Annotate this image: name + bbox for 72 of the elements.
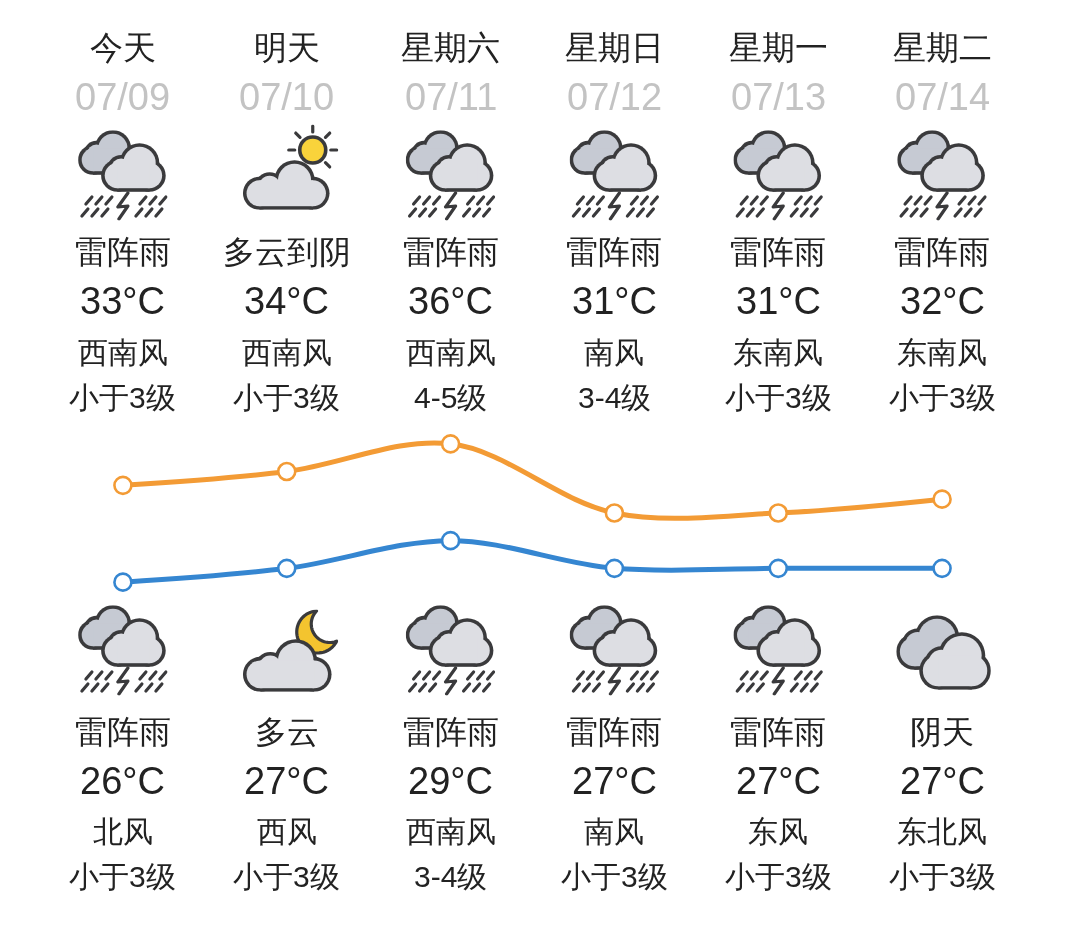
point xyxy=(604,558,625,579)
text: 07/10 xyxy=(239,76,335,118)
text: 阴天 xyxy=(910,714,974,750)
text: 雷阵雨 xyxy=(403,234,499,270)
data-label: 27°C xyxy=(572,760,657,802)
data-label: 34°C xyxy=(244,280,329,322)
text: 雷阵雨 xyxy=(566,234,662,270)
text: 东南风 xyxy=(897,336,987,369)
text: 西南风 xyxy=(406,815,496,848)
x-tick-label: 今天 xyxy=(89,29,156,67)
text: 雷阵雨 xyxy=(730,714,826,750)
point xyxy=(113,572,133,592)
point xyxy=(440,434,461,454)
point xyxy=(932,558,952,579)
data-label: 26°C xyxy=(80,760,165,802)
x-tick-label: 星期六 xyxy=(401,29,501,67)
text: 雷阵雨 xyxy=(75,234,171,270)
point xyxy=(113,475,133,496)
text: 小于3级 xyxy=(69,860,176,893)
text: 小于3级 xyxy=(725,860,832,893)
point xyxy=(768,503,789,523)
text: 南风 xyxy=(584,336,644,369)
text: 西风 xyxy=(257,815,317,848)
text: 4-5级 xyxy=(414,381,488,414)
text: 雷阵雨 xyxy=(403,714,499,750)
text: 雷阵雨 xyxy=(566,714,662,750)
text: 07/13 xyxy=(731,76,827,118)
text: 雷阵雨 xyxy=(894,234,990,270)
x-tick-label: 星期日 xyxy=(564,29,664,67)
text: 东北风 xyxy=(897,815,987,848)
point xyxy=(276,558,297,579)
text: 西南风 xyxy=(406,336,496,369)
text: 多云 xyxy=(255,714,319,750)
text: 小于3级 xyxy=(889,860,996,893)
data-label: 27°C xyxy=(900,760,985,802)
x-tick-label: 明天 xyxy=(253,29,320,67)
text: 小于3级 xyxy=(69,381,176,414)
text: 雷阵雨 xyxy=(730,234,826,270)
text: 07/11 xyxy=(405,76,498,118)
data-label: 27°C xyxy=(244,760,329,802)
text: 多云到阴 xyxy=(223,234,351,270)
text: 南风 xyxy=(584,815,644,848)
data-label: 31°C xyxy=(736,280,821,322)
text: 东南风 xyxy=(733,336,823,369)
text: 07/09 xyxy=(75,76,171,118)
text: 3-4级 xyxy=(578,381,652,414)
data-label: 31°C xyxy=(572,280,657,322)
text: 小于3级 xyxy=(725,381,832,414)
text: 3-4级 xyxy=(414,860,488,893)
text: 西南风 xyxy=(242,336,332,369)
text: 小于3级 xyxy=(561,860,668,893)
data-label: 32°C xyxy=(900,280,985,322)
text: 07/14 xyxy=(895,76,991,118)
text: 小于3级 xyxy=(233,860,340,893)
x-tick-label: 星期一 xyxy=(728,29,828,67)
text: 北风 xyxy=(93,815,153,848)
text: 07/12 xyxy=(567,76,663,118)
text: 雷阵雨 xyxy=(75,714,171,750)
point xyxy=(604,503,625,523)
text: 小于3级 xyxy=(233,381,340,414)
text: 小于3级 xyxy=(889,381,996,414)
data-label: 27°C xyxy=(736,760,821,802)
point xyxy=(932,489,952,509)
data-label: 33°C xyxy=(80,280,165,322)
text: 西南风 xyxy=(78,336,168,369)
point xyxy=(768,558,789,579)
data-label: 29°C xyxy=(408,760,493,802)
data-label: 36°C xyxy=(408,280,493,322)
x-tick-label: 星期二 xyxy=(892,29,992,67)
point xyxy=(440,530,461,551)
point xyxy=(276,461,297,482)
text: 东风 xyxy=(748,815,808,848)
